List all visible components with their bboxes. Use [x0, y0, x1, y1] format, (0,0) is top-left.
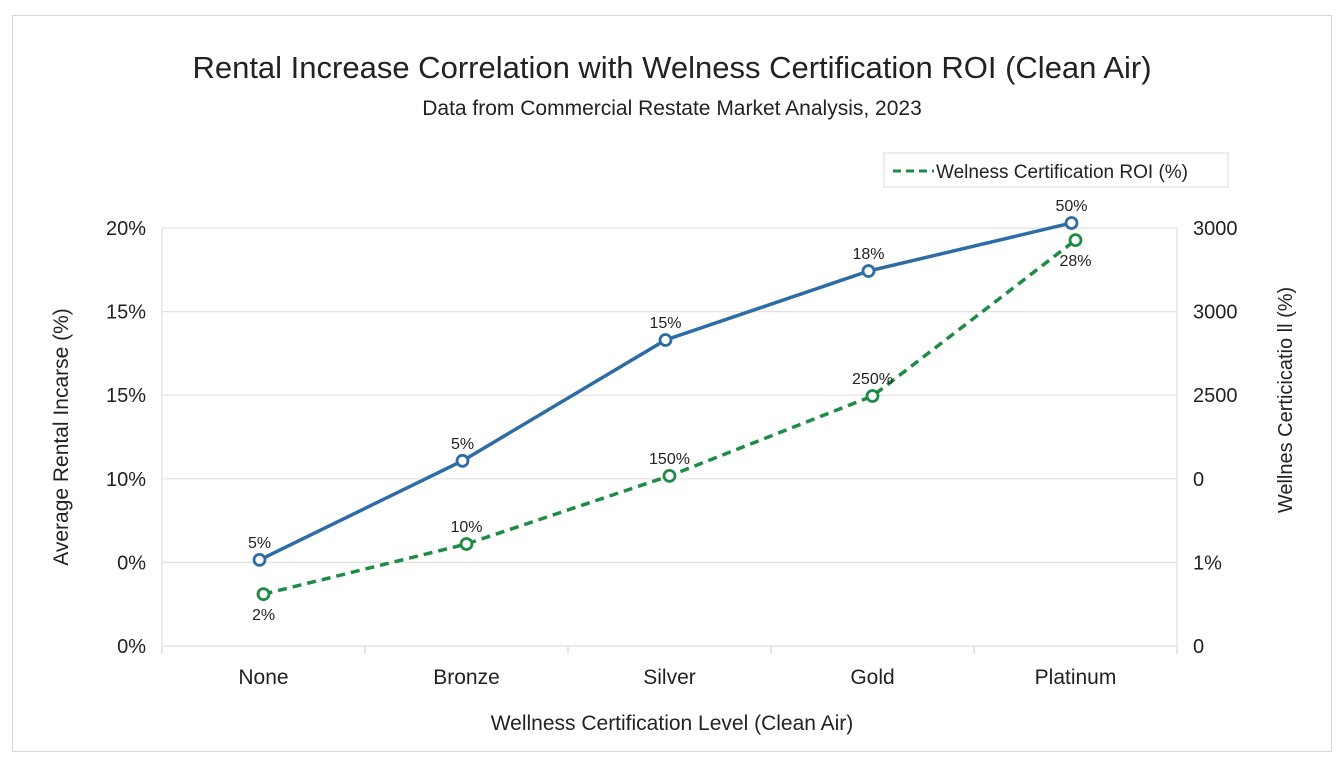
data-point [252, 552, 267, 567]
y-axis-title: Average Rental Incarse (%) [50, 308, 73, 566]
x-tick-label: None [238, 666, 288, 689]
series-line [258, 221, 1072, 562]
chart-title: Rental Increase Correlation with Welness… [192, 50, 1151, 85]
x-tick-label: Silver [643, 666, 696, 689]
data-point [865, 389, 880, 403]
y2-tick-label: 0 [1193, 636, 1204, 658]
y-tick-label: 0% [117, 552, 146, 574]
data-label: 10% [450, 519, 482, 536]
y-tick-label: 0% [117, 636, 146, 658]
y-tick-label: 15% [106, 302, 146, 324]
series-line [263, 238, 1077, 596]
data-label: 2% [252, 607, 275, 624]
data-point [658, 333, 673, 347]
y2-tick-label: 0 [1193, 469, 1204, 491]
data-label: 15% [649, 315, 681, 332]
data-point [1064, 216, 1079, 230]
data-label: 5% [248, 535, 271, 552]
data-label: 28% [1059, 253, 1091, 270]
y-tick-label: 10% [106, 469, 146, 491]
x-tick-label: Bronze [433, 666, 500, 689]
series-group: 5% 5% 15% 18% 50% 2% 10% 150% 250% 28% [248, 198, 1092, 624]
chart-frame [12, 15, 1332, 752]
y2-tick-label: 2500 [1193, 385, 1238, 407]
y2-tick-label: 3000 [1193, 302, 1238, 324]
y2-axis-title: Wellnes Certicicatio ll (%) [1275, 287, 1297, 513]
data-point [1068, 233, 1083, 248]
y2-tick-label: 1% [1193, 552, 1222, 574]
y-tick-label: 20% [106, 218, 146, 240]
legend-label: Welness Certification ROI (%) [936, 162, 1188, 183]
data-point [861, 264, 876, 278]
data-label: 250% [852, 371, 893, 388]
data-point [256, 587, 271, 602]
data-label: 5% [451, 436, 474, 453]
y-tick-label: 15% [106, 385, 146, 407]
data-label: 50% [1055, 198, 1087, 215]
x-tick-label: Gold [850, 666, 894, 689]
legend-box [883, 152, 1229, 188]
data-point [459, 537, 474, 551]
grid [162, 227, 1177, 647]
chart-subtitle: Data from Commercial Restate Market Anal… [422, 97, 922, 120]
data-label: 18% [852, 246, 884, 263]
x-tick-label: Platinum [1035, 666, 1117, 689]
data-label: 150% [649, 451, 690, 468]
data-point [455, 453, 470, 468]
data-point [662, 468, 677, 483]
x-axis-title: Wellness Certification Level (Clean Air) [491, 712, 854, 735]
axes: 0% 0 0% 1% 10% 0 15% 2500 15% 3000 20% 3000 None Bron… [106, 218, 1238, 689]
legend: Welness Certification ROI (%) [883, 152, 1229, 188]
y2-tick-label: 3000 [1193, 218, 1238, 240]
